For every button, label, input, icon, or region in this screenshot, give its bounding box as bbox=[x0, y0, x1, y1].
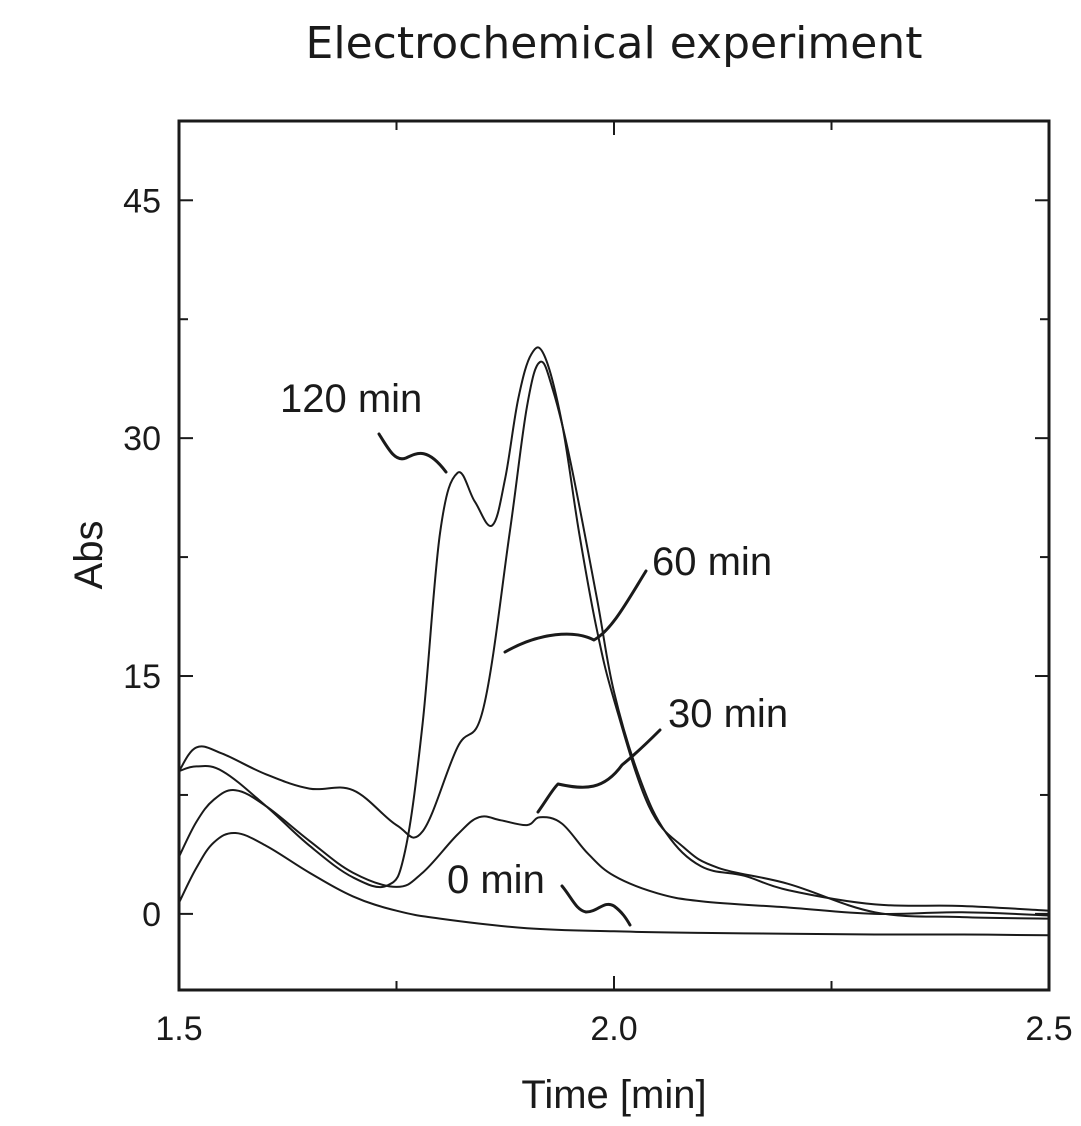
annotation-30-min: 30 min bbox=[668, 692, 788, 736]
annotation-leaders bbox=[377, 432, 662, 927]
series-line-120-min bbox=[178, 346, 1050, 920]
x-tick-label: 1.5 bbox=[155, 1010, 202, 1048]
series-line-0-min bbox=[178, 831, 1050, 937]
series-line-60-min bbox=[178, 360, 1050, 912]
plot-frame bbox=[177, 119, 1051, 992]
y-tick-label: 0 bbox=[142, 896, 161, 934]
plot-curves bbox=[178, 346, 1050, 937]
y-tick-label: 30 bbox=[123, 420, 161, 458]
leader-60-min bbox=[503, 569, 648, 654]
annotation-0-min: 0 min bbox=[447, 858, 545, 902]
x-tick-label: 2.0 bbox=[590, 1010, 637, 1048]
x-axis-label: Time [min] bbox=[521, 1073, 706, 1117]
annotation-120-min: 120 min bbox=[280, 377, 422, 421]
leader-0-min bbox=[560, 884, 632, 927]
series-line-30-min bbox=[178, 789, 1050, 917]
chart-title: Electrochemical experiment bbox=[306, 18, 923, 69]
annotation-60-min: 60 min bbox=[652, 540, 772, 584]
x-tick-label: 2.5 bbox=[1025, 1010, 1072, 1048]
axis-ticks: 1.5 2.0 2.5 0 15 30 45 bbox=[123, 121, 1073, 1048]
leader-120-min bbox=[377, 432, 448, 474]
y-tick-label: 45 bbox=[123, 182, 161, 220]
y-axis-label: Abs bbox=[67, 521, 111, 590]
y-tick-label: 15 bbox=[123, 658, 161, 696]
leader-30-min bbox=[536, 728, 662, 814]
